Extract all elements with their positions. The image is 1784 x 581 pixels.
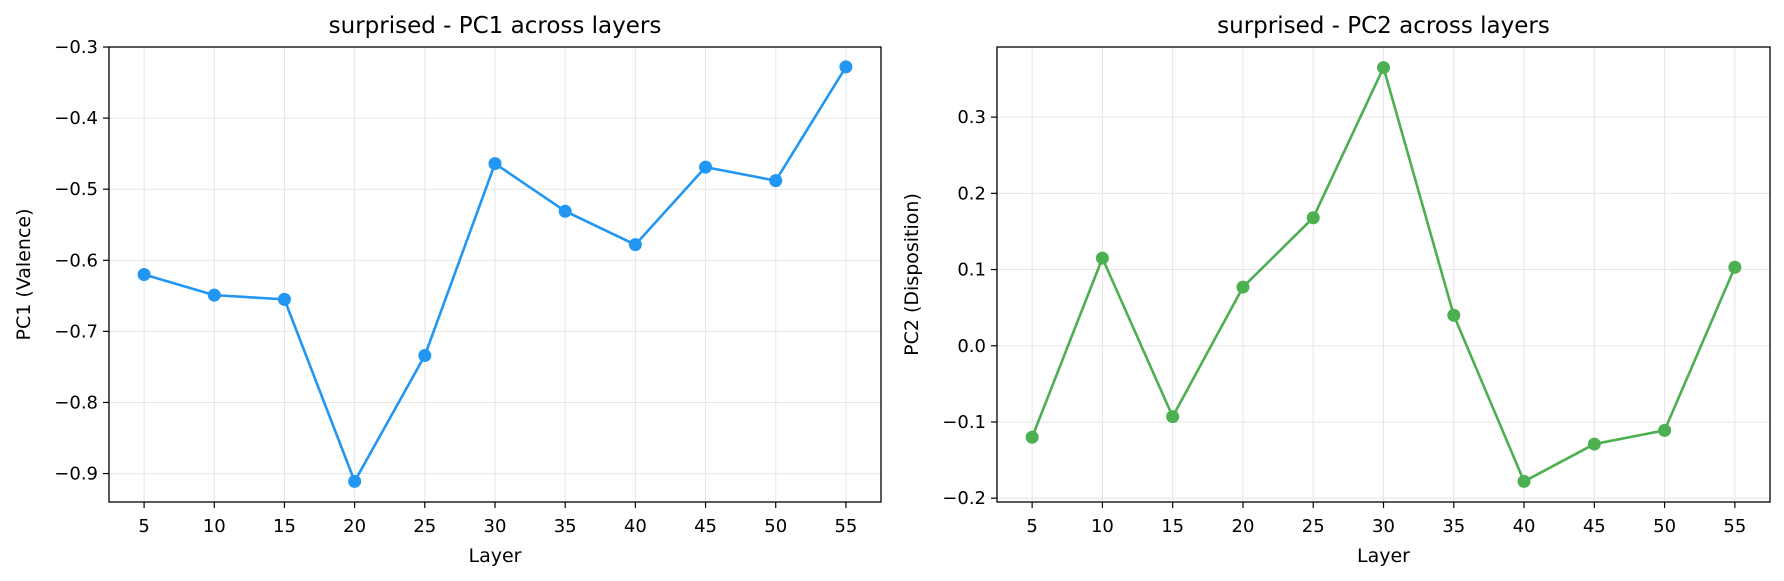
pc1-x-tick-label: 15 (273, 516, 296, 537)
pc1-x-tick-label: 55 (834, 516, 857, 537)
pc2-x-tick-label: 10 (1091, 516, 1114, 537)
pc2-data-point (1447, 308, 1461, 322)
pc2-chart-title: surprised - PC2 across layers (1217, 13, 1550, 39)
pc2-data-point (1236, 280, 1250, 294)
pc2-data-point (1166, 410, 1180, 424)
pc1-data-point (207, 288, 221, 302)
pc2-y-tick-label: 0.0 (957, 336, 986, 357)
pc2-data-point (1587, 437, 1601, 451)
pc1-data-point (839, 60, 853, 74)
pc2-data-point (1658, 423, 1672, 437)
pc2-x-tick-label: 45 (1583, 516, 1606, 537)
pc2-y-tick-label: 0.1 (957, 260, 986, 281)
pc1-x-tick-label: 5 (138, 516, 149, 537)
pc2-x-tick-label: 20 (1232, 516, 1255, 537)
pc2-x-tick-label: 40 (1513, 516, 1536, 537)
pc1-data-point (699, 160, 713, 174)
pc2-data-point (1517, 474, 1531, 488)
pc1-y-axis-label: PC1 (Valence) (13, 209, 35, 341)
pc1-y-tick-label: −0.7 (54, 321, 98, 342)
pc2-y-tick-label: −0.1 (942, 412, 986, 433)
pc1-data-point (488, 157, 502, 171)
pc1-x-axis-label: Layer (469, 545, 522, 567)
pc2-x-tick-label: 5 (1026, 516, 1037, 537)
pc1-x-tick-label: 25 (413, 516, 436, 537)
pc1-chart-title: surprised - PC1 across layers (329, 13, 662, 39)
pc2-data-point (1306, 211, 1320, 225)
pc2-x-tick-label: 25 (1302, 516, 1325, 537)
pc1-y-tick-label: −0.8 (54, 392, 98, 413)
pc2-x-tick-label: 50 (1653, 516, 1676, 537)
pc2-data-point (1728, 260, 1742, 274)
pc1-data-point (558, 204, 572, 218)
pc2-x-tick-label: 15 (1161, 516, 1184, 537)
pc1-chart-panel: 5 10 15 20 25 30 35 40 45 50 55 −0.3 −0.4 −0.5 −0.6 −0.… (13, 13, 882, 567)
pc2-x-tick-label: 35 (1442, 516, 1465, 537)
pc1-y-tick-label: −0.4 (54, 108, 98, 129)
pc1-y-tick-label: −0.5 (54, 179, 98, 200)
pc1-data-point (348, 474, 362, 488)
pc1-x-tick-label: 50 (764, 516, 787, 537)
pc2-data-point (1095, 251, 1109, 265)
pc2-y-tick-label: 0.3 (957, 107, 986, 128)
pc1-y-tick-label: −0.3 (54, 37, 98, 58)
pc1-data-point (137, 268, 151, 281)
pc2-y-tick-label: −0.2 (942, 488, 986, 509)
pc2-x-axis-label: Layer (1357, 545, 1410, 567)
pc2-data-point (1377, 61, 1390, 75)
pc2-data-point (1025, 430, 1039, 444)
pc1-x-tick-label: 45 (694, 516, 717, 537)
pc1-x-tick-label: 35 (554, 516, 577, 537)
pc1-x-tick-label: 30 (484, 516, 507, 537)
pc1-x-tick-label: 20 (343, 516, 366, 537)
pc2-y-axis-label: PC2 (Disposition) (901, 193, 923, 356)
pc1-x-tick-label: 10 (203, 516, 226, 537)
pc2-x-tick-label: 30 (1372, 516, 1395, 537)
pc2-y-tick-label: 0.2 (957, 183, 986, 204)
pc1-y-tick-label: −0.9 (54, 464, 98, 485)
pc1-data-point (769, 174, 783, 188)
pc1-x-tick-label: 40 (624, 516, 647, 537)
pc1-data-point (277, 292, 291, 306)
pc2-x-tick-label: 55 (1723, 516, 1746, 537)
pc1-y-tick-label: −0.6 (54, 250, 98, 271)
pc2-chart-panel: 5 10 15 20 25 30 35 40 45 50 55 0.3 0.2 0.1 0.0 −0.1 −0.… (901, 13, 1771, 567)
pc1-data-point (628, 238, 642, 252)
pc1-data-point (418, 349, 432, 363)
